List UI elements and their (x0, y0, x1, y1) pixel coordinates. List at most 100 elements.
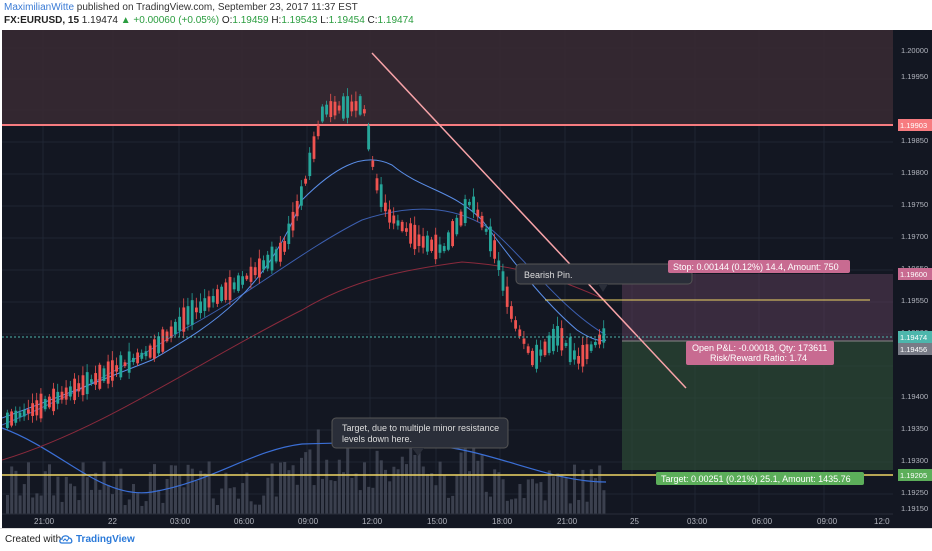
volume-bar (417, 440, 421, 514)
candle-body (438, 244, 442, 253)
candle-body (237, 275, 240, 291)
volume-bar (35, 493, 39, 514)
time-tick-label: 12:00 (362, 517, 383, 526)
volume-bar (304, 452, 308, 514)
candle-body (333, 101, 337, 116)
candle-body (195, 307, 198, 313)
candle-body (518, 329, 522, 337)
candle-body (585, 344, 589, 360)
candle-body (228, 277, 232, 301)
candle-body (522, 338, 526, 344)
target-note-callout[interactable]: Target, due to multiple minor resistance… (331, 417, 509, 456)
candle-body (22, 409, 26, 417)
stop-label[interactable]: Stop: 0.00144 (0.12%) 14.4, Amount: 750 (668, 260, 850, 273)
candle-body (60, 391, 64, 400)
candle-body (484, 228, 488, 232)
volume-bar (594, 478, 597, 514)
candle-body (568, 337, 572, 363)
volume-bar (291, 465, 295, 514)
volume-bar (157, 489, 161, 514)
candle-body (31, 403, 34, 416)
price-tick-label: 1.19400 (901, 392, 928, 401)
volume-bar (392, 466, 396, 514)
volume-bar (274, 496, 278, 514)
pnl-label[interactable]: Open P&L: -0.00018, Qty: 173611 Risk/Rew… (686, 341, 834, 365)
volume-bar (253, 504, 257, 514)
candle-body (153, 339, 156, 359)
candle-body (556, 326, 559, 346)
time-tick-label: 18:00 (492, 517, 513, 526)
candle-body (480, 215, 484, 228)
volume-bar (447, 497, 450, 514)
volume-bar (43, 471, 47, 514)
volume-bar (115, 474, 119, 514)
volume-bar (144, 501, 148, 514)
candle-body (178, 316, 181, 331)
candle-body (6, 412, 9, 428)
volume-bar (405, 464, 408, 514)
candle-body (216, 289, 219, 304)
target-badge-text: 1.19205 (900, 471, 927, 480)
candle-body (426, 235, 429, 252)
volume-bar (136, 492, 140, 514)
volume-bar (73, 486, 77, 514)
volume-bar (363, 462, 366, 514)
candle-body (85, 372, 89, 395)
price-tick-label: 1.19850 (901, 136, 928, 145)
candle-body (90, 379, 93, 383)
candle-body (531, 350, 534, 366)
candlesticks[interactable] (6, 88, 606, 431)
volume-bar (287, 470, 291, 514)
candle-body (190, 300, 194, 325)
time-axis[interactable]: 21:00 22 03:00 06:00 09:00 12:00 15:00 18:00 21:… (34, 517, 890, 526)
open-value: 1.19459 (232, 15, 269, 26)
stop-badge-text: 1.19600 (900, 270, 927, 279)
volume-bar (602, 490, 606, 514)
volume-bar (308, 449, 312, 514)
target-label[interactable]: Target: 0.00251 (0.21%) 25.1, Amount: 14… (656, 472, 864, 485)
candle-body (421, 236, 425, 248)
volume-bar (211, 498, 215, 514)
volume-bar (52, 495, 56, 514)
candle-body (564, 342, 568, 347)
volume-bar (514, 498, 518, 514)
volume-bar (220, 488, 224, 514)
candle-body (451, 221, 454, 247)
bearish-pin-callout[interactable]: Bearish Pin. (515, 263, 693, 292)
open-label: O: (221, 15, 233, 26)
candle-body (354, 101, 358, 111)
candle-body (539, 349, 543, 356)
candle-body (316, 125, 320, 137)
candle-body (489, 226, 492, 252)
stop-zone[interactable] (622, 274, 893, 341)
volume-bar (581, 469, 585, 514)
volume-bar (421, 466, 425, 514)
candle-body (77, 383, 81, 392)
time-tick-label: 22 (108, 517, 117, 526)
footer: Created with TradingView (0, 528, 932, 551)
candle-body (253, 267, 257, 276)
volume-bar (174, 465, 177, 514)
candle-body (98, 364, 102, 389)
volume-bar (585, 501, 589, 514)
symbol-label[interactable]: FX:EURUSD, 15 (4, 15, 80, 26)
high-label: H: (271, 15, 282, 26)
candle-body (123, 362, 127, 367)
entry-badge: 1.19456 (898, 343, 932, 355)
candle-body (430, 239, 433, 251)
candle-body (543, 341, 547, 356)
candle-body (476, 209, 480, 217)
chart-canvas[interactable]: Bearish Pin. Target, due to multiple min… (2, 30, 898, 528)
volume-bar (531, 478, 534, 514)
time-tick-label: 21:00 (557, 517, 578, 526)
volume-bar (358, 490, 362, 514)
tradingview-cloud-icon[interactable] (58, 532, 74, 546)
candle-body (157, 336, 160, 354)
author-link[interactable]: MaximilianWitte (4, 2, 75, 13)
tradingview-brand[interactable]: TradingView (76, 534, 135, 545)
trendline[interactable] (371, 52, 687, 389)
price-axis[interactable]: 1.20000 1.19950 1.19850 1.19800 1.19750 1.197… (898, 30, 932, 528)
volume-bar (245, 472, 249, 514)
candle-body (35, 400, 39, 416)
volume-bar (438, 461, 442, 514)
